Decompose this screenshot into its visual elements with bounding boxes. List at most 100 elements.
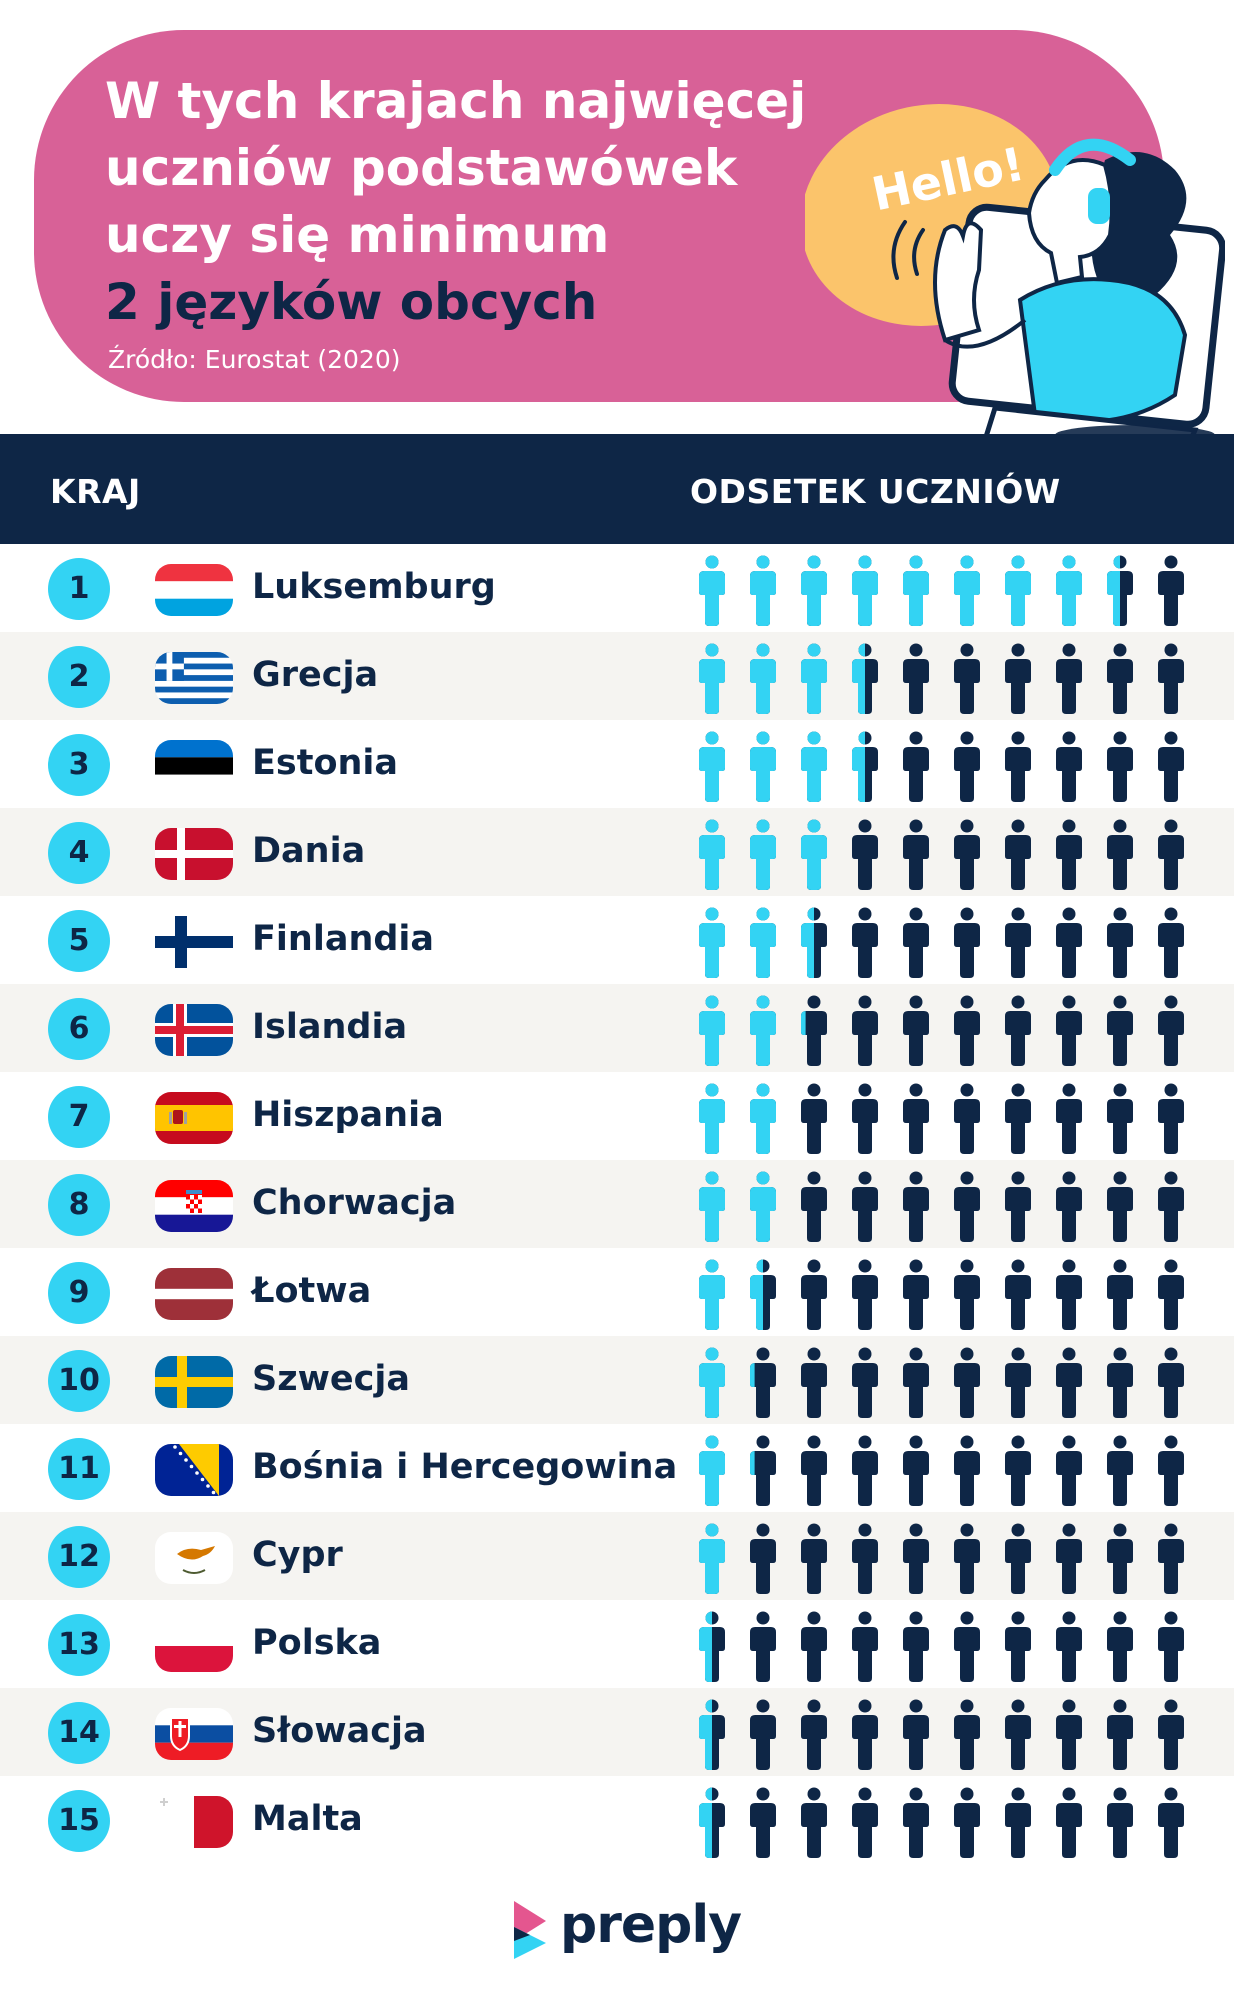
person-icon (801, 819, 827, 890)
person-icon (852, 1435, 878, 1506)
flag-icon (155, 1796, 233, 1848)
table-row: 3 Estonia (0, 720, 1234, 808)
person-icon (903, 1347, 929, 1418)
person-icon (750, 1699, 776, 1770)
column-header-country: KRAJ (50, 472, 141, 511)
person-icon (1107, 1611, 1133, 1682)
person-icon (903, 819, 929, 890)
table-row: 11 Bośnia i Hercegowina (0, 1424, 1234, 1512)
people-pictogram (699, 1699, 1184, 1770)
person-icon (801, 1347, 827, 1418)
country-name: Estonia (252, 743, 399, 783)
person-icon (699, 907, 725, 978)
person-icon (852, 995, 878, 1066)
person-icon (1158, 1259, 1184, 1330)
person-icon (1005, 1435, 1031, 1506)
person-icon (750, 731, 776, 802)
person-icon (1158, 731, 1184, 802)
person-icon (903, 1435, 929, 1506)
person-icon (1005, 1523, 1031, 1594)
preply-logo: preply (510, 1895, 742, 1965)
source-note: Źródło: Eurostat (2020) (108, 345, 401, 374)
rank-badge: 2 (48, 646, 110, 708)
person-icon (852, 1699, 878, 1770)
person-icon (1056, 1699, 1082, 1770)
person-icon (903, 1083, 929, 1154)
person-icon (954, 643, 980, 714)
country-name: Polska (252, 1623, 382, 1663)
table-row: 13 Polska (0, 1600, 1234, 1688)
person-icon (1056, 1787, 1082, 1858)
person-icon (801, 1523, 827, 1594)
person-icon (903, 1699, 929, 1770)
people-pictogram (699, 555, 1184, 626)
title-line-1: W tych krajach najwięcej (105, 72, 807, 130)
person-icon (1107, 995, 1133, 1066)
person-icon (1005, 643, 1031, 714)
preply-logo-icon (514, 1901, 546, 1959)
person-icon (852, 555, 878, 626)
rank-badge: 4 (48, 822, 110, 884)
table-row: 10 Szwecja (0, 1336, 1234, 1424)
hair-shape (1091, 152, 1187, 303)
person-icon (1056, 907, 1082, 978)
title-line-3: uczy się minimum (105, 206, 610, 264)
person-icon (1056, 1259, 1082, 1330)
person-icon (852, 1259, 878, 1330)
person-icon (699, 819, 725, 890)
table-row: 7 Hiszpania (0, 1072, 1234, 1160)
person-icon (1158, 1611, 1184, 1682)
person-icon (699, 1259, 725, 1330)
person-icon (801, 1611, 827, 1682)
person-icon (1056, 1611, 1082, 1682)
person-icon (903, 1523, 929, 1594)
person-icon (852, 1083, 878, 1154)
person-icon (852, 643, 878, 714)
person-icon (801, 731, 827, 802)
table-row: 1 Luksemburg (0, 544, 1234, 632)
flag-icon (155, 564, 233, 616)
flag-icon (155, 652, 233, 704)
country-name: Hiszpania (252, 1095, 444, 1135)
rank-badge: 10 (48, 1350, 110, 1412)
people-pictogram (699, 995, 1184, 1066)
person-icon (1107, 1435, 1133, 1506)
people-pictogram (699, 1171, 1184, 1242)
people-pictogram (699, 731, 1184, 802)
person-icon (750, 1347, 776, 1418)
brand-name: preply (560, 1895, 742, 1955)
person-icon (852, 1611, 878, 1682)
person-icon (1056, 995, 1082, 1066)
person-icon (750, 995, 776, 1066)
table-row: 2 Grecja (0, 632, 1234, 720)
person-icon (1107, 1347, 1133, 1418)
country-name: Islandia (252, 1007, 408, 1047)
rank-badge: 9 (48, 1262, 110, 1324)
person-icon (1158, 995, 1184, 1066)
flag-icon (155, 1708, 233, 1760)
person-icon (750, 1787, 776, 1858)
person-icon (699, 1347, 725, 1418)
person-icon (1158, 907, 1184, 978)
sound-wave-icon (891, 220, 925, 280)
people-pictogram (699, 1347, 1184, 1418)
table-row: 12 Cypr (0, 1512, 1234, 1600)
person-icon (903, 1171, 929, 1242)
person-icon (852, 819, 878, 890)
person-icon (1056, 819, 1082, 890)
person-icon (1158, 1787, 1184, 1858)
country-name: Dania (252, 831, 366, 871)
table-row: 14 Słowacja (0, 1688, 1234, 1776)
person-icon (1005, 731, 1031, 802)
people-pictogram (699, 1523, 1184, 1594)
person-icon (1107, 1787, 1133, 1858)
person-icon (801, 1435, 827, 1506)
flag-icon (155, 1532, 233, 1584)
person-icon (699, 1171, 725, 1242)
person-icon (1005, 1171, 1031, 1242)
person-icon (1005, 1259, 1031, 1330)
person-icon (750, 555, 776, 626)
person-icon (1005, 1083, 1031, 1154)
country-name: Bośnia i Hercegowina (252, 1447, 678, 1487)
person-icon (801, 643, 827, 714)
